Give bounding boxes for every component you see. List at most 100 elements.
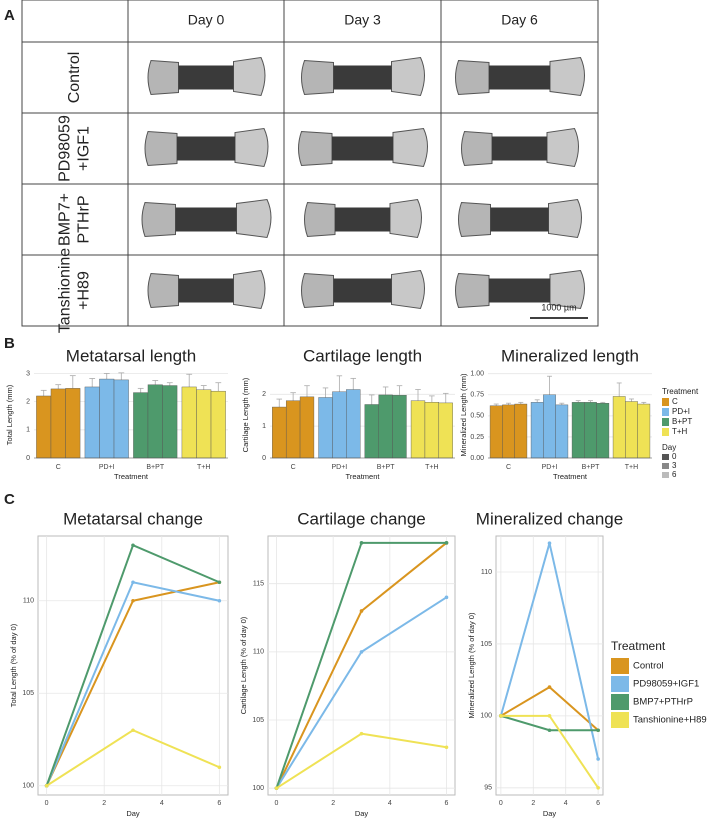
bone-end — [461, 130, 493, 167]
x-tick-label: B+PT — [146, 464, 164, 471]
bone-shaft — [489, 278, 550, 303]
y-axis-label: Mineralized Length (mm) — [459, 373, 468, 456]
row-label: BMP7+ — [57, 193, 74, 246]
legend-swatch — [662, 463, 669, 469]
point — [596, 728, 600, 733]
point — [547, 541, 552, 545]
bone-end — [304, 201, 336, 238]
bone-end — [389, 198, 422, 239]
plot-area — [37, 535, 229, 796]
point — [359, 609, 364, 613]
legend-swatch — [611, 676, 629, 692]
bone-image — [461, 127, 579, 168]
bar — [612, 396, 626, 459]
legend-swatch — [611, 658, 629, 674]
legend-label: B+PT — [672, 417, 692, 426]
point — [274, 786, 279, 790]
legend-swatch — [662, 472, 669, 478]
bone-end — [391, 56, 425, 97]
point — [359, 650, 364, 654]
y-tick-label: 105 — [480, 641, 492, 648]
bone-shaft — [178, 278, 234, 303]
bone-image — [147, 56, 266, 97]
x-axis-label: Treatment — [553, 472, 588, 481]
bar — [272, 406, 287, 459]
chart-title: Cartilage change — [297, 509, 426, 528]
bar — [424, 402, 440, 459]
y-tick-label: 110 — [23, 598, 34, 605]
x-tick-label: 4 — [388, 800, 392, 807]
bone-end — [236, 198, 272, 239]
scale-bar-label: 1000 µm — [541, 302, 576, 312]
bone-shaft — [333, 65, 392, 90]
legend-swatch — [662, 454, 669, 460]
x-tick-label: 4 — [160, 800, 164, 807]
column-header: Day 6 — [501, 12, 538, 28]
legend-label: BMP7+PTHrP — [633, 697, 693, 708]
bar — [318, 397, 333, 459]
x-axis-label: Day — [543, 809, 557, 818]
bar — [410, 400, 426, 459]
bar — [65, 388, 81, 459]
legend-label: PD98059+IGF1 — [633, 679, 699, 690]
y-tick-label: 0 — [262, 455, 266, 462]
bone-end — [549, 56, 585, 97]
row-label: +IGF1 — [76, 126, 93, 171]
panel-label: C — [4, 491, 15, 508]
point — [547, 714, 552, 718]
x-axis-label: Treatment — [114, 472, 149, 481]
bone-shaft — [178, 65, 234, 90]
point — [359, 541, 364, 545]
bone-image — [301, 56, 425, 97]
chart-title: Mineralized length — [501, 346, 639, 365]
point — [596, 757, 600, 761]
x-tick-label: PD+I — [542, 464, 558, 471]
panel-label: B — [4, 335, 15, 352]
y-tick-label: 0.00 — [470, 455, 484, 462]
row-label: +H89 — [76, 271, 93, 310]
point — [444, 595, 449, 600]
legend-label: Tanshionine+H89 — [633, 715, 707, 726]
bar — [514, 403, 528, 459]
bar — [346, 389, 361, 459]
point — [131, 543, 135, 548]
bone-shaft — [333, 278, 392, 303]
bone-shaft — [175, 207, 237, 232]
x-tick-label: C — [291, 464, 296, 471]
bone-end — [458, 201, 491, 238]
bar — [133, 392, 149, 459]
bar — [530, 402, 544, 459]
legend-title: Day — [662, 443, 676, 452]
x-tick-label: 0 — [275, 800, 279, 807]
bone-image — [304, 198, 422, 239]
bone-shaft — [490, 207, 549, 232]
x-tick-label: 2 — [331, 800, 335, 807]
y-axis-label: Cartilage Length (% of day 0) — [239, 616, 248, 714]
y-tick-label: 0.50 — [470, 413, 484, 420]
bone-end — [391, 269, 425, 310]
chart-title: Metatarsal length — [66, 346, 196, 365]
chart-title: Metatarsal change — [63, 509, 203, 528]
y-tick-label: 1 — [26, 427, 30, 434]
y-tick-label: 110 — [253, 649, 264, 656]
y-tick-label: 115 — [253, 581, 264, 588]
bar — [584, 402, 597, 459]
bone-end — [298, 130, 333, 167]
point — [131, 580, 135, 585]
legend-label: PD+I — [672, 407, 690, 416]
bone-shaft — [492, 136, 547, 161]
bar — [147, 384, 163, 459]
bone-end — [301, 272, 334, 309]
x-tick-label: C — [506, 464, 511, 471]
y-tick-label: 0.75 — [470, 392, 484, 399]
row-label: PTHrP — [76, 196, 93, 244]
point — [217, 598, 222, 603]
x-tick-label: 2 — [102, 800, 106, 807]
legend-swatch — [611, 694, 629, 710]
x-tick-label: PD+I — [99, 464, 115, 471]
x-tick-label: B+PT — [377, 464, 395, 471]
y-tick-label: 100 — [252, 785, 264, 792]
y-tick-label: 2 — [26, 398, 30, 405]
point — [547, 728, 552, 733]
bone-shaft — [335, 207, 390, 232]
